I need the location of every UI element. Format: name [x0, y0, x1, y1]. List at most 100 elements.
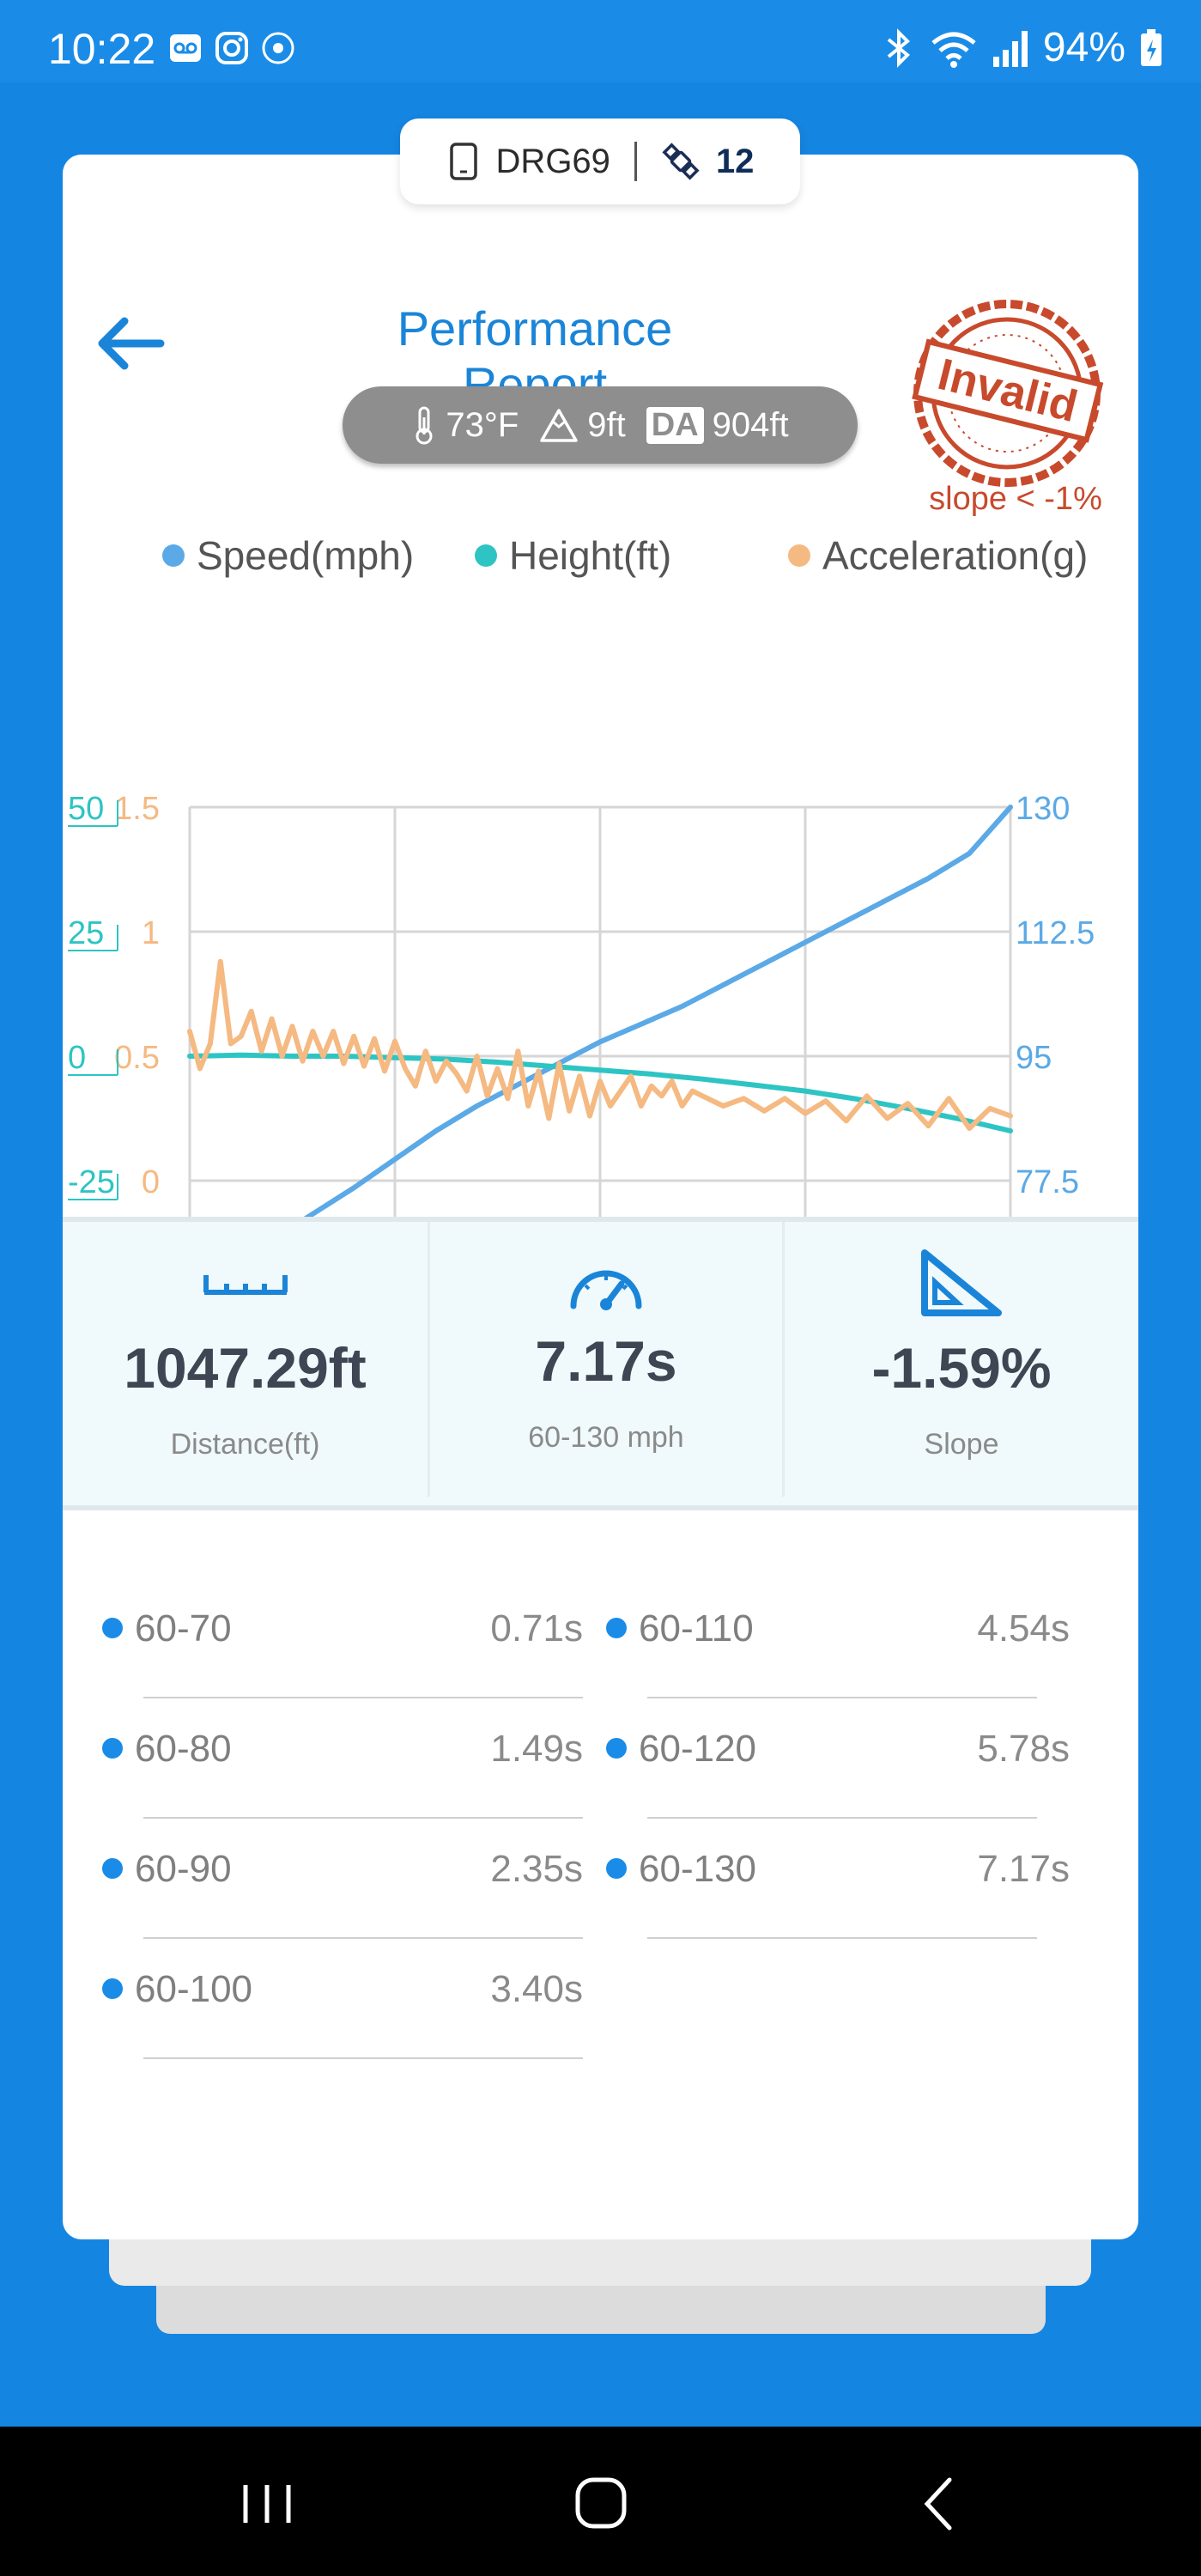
legend-label-speed: Speed(mph): [197, 533, 415, 578]
speed-axis-tick: 77.5: [1016, 1164, 1079, 1200]
split-time: 1.49s: [490, 1728, 583, 1770]
acceleration-axis-tick: 1: [142, 915, 160, 951]
split-time: 0.71s: [490, 1607, 583, 1649]
chart-legend: Speed(mph) Height(ft) Acceleration(g): [97, 532, 1127, 584]
split-time: 2.35s: [490, 1848, 583, 1890]
bluetooth-icon: [887, 27, 910, 68]
legend-speed[interactable]: Speed(mph): [162, 532, 414, 579]
instagram-icon: [215, 31, 249, 65]
split-dot: [102, 1858, 123, 1879]
legend-dot-acceleration: [788, 544, 810, 567]
height-axis-tick: 25: [68, 915, 104, 951]
legend-dot-height: [475, 544, 497, 567]
density-altitude-badge: DA: [646, 406, 704, 444]
slope-label: Slope: [924, 1428, 999, 1461]
signal-icon: [992, 30, 1028, 67]
status-bar: 10:22 94%: [0, 0, 1201, 82]
ruler-icon: [203, 1275, 288, 1295]
temperature-value: 73°F: [446, 405, 519, 444]
split-divider: [647, 1817, 1037, 1819]
split-row: 60-120 5.78s: [606, 1700, 1070, 1820]
device-pill[interactable]: DRG69 12: [400, 118, 800, 204]
stat-divider: [428, 1222, 430, 1497]
split-divider: [143, 1697, 583, 1698]
slope-value: -1.59%: [871, 1336, 1052, 1400]
back-icon[interactable]: [901, 2470, 979, 2538]
split-row: 60-130 7.17s: [606, 1820, 1070, 1941]
acceleration-axis-tick: 0: [142, 1164, 160, 1200]
device-name: DRG69: [495, 142, 610, 180]
wifi-icon: [931, 32, 976, 68]
stats-panel: 1047.29ft Distance(ft) 7.17s 60-130 mph …: [63, 1217, 1138, 1510]
split-dot: [102, 1738, 123, 1759]
speed-axis-tick: 95: [1016, 1040, 1052, 1076]
split-divider: [647, 1937, 1037, 1939]
invalid-stamp: Invalid: [912, 300, 1104, 487]
split-time: 3.40s: [490, 1968, 583, 2010]
mountain-icon: [540, 409, 579, 442]
split-time: 5.78s: [977, 1728, 1070, 1770]
split-row: 60-80 1.49s: [102, 1700, 583, 1820]
height-axis-tick: 0: [68, 1040, 86, 1076]
speedometer-icon: [570, 1270, 642, 1310]
split-dot: [102, 1978, 123, 1999]
status-left-icons: [168, 31, 295, 65]
app-badge-icon: [261, 31, 295, 65]
split-divider: [143, 2057, 583, 2059]
voicemail-icon: [168, 31, 203, 65]
split-time: 7.17s: [977, 1848, 1070, 1890]
legend-height[interactable]: Height(ft): [475, 532, 671, 579]
legend-acceleration[interactable]: Acceleration(g): [788, 532, 1088, 579]
split-row: 60-70 0.71s: [102, 1580, 583, 1700]
slope-icon: [921, 1249, 1002, 1316]
split-divider: [143, 1937, 583, 1939]
home-icon[interactable]: [562, 2470, 640, 2538]
report-card: Performance Report 73°F 9ft DA 904ft Inv…: [63, 155, 1138, 2239]
altitude-item: 9ft: [539, 405, 626, 445]
acceleration-axis-tick: 1.5: [114, 791, 160, 827]
stat-divider: [782, 1222, 785, 1497]
stat-distance: 1047.29ft Distance(ft): [63, 1222, 428, 1505]
altitude-value: 9ft: [587, 405, 626, 444]
stat-time: 7.17s 60-130 mph: [430, 1222, 782, 1505]
legend-label-height: Height(ft): [509, 533, 672, 578]
battery-icon: [1141, 28, 1162, 66]
stamp-note: slope < -1%: [929, 481, 1102, 517]
density-altitude-value: 904ft: [712, 405, 789, 444]
split-range: 60-70: [135, 1607, 232, 1649]
split-range: 60-90: [135, 1848, 232, 1890]
split-divider: [143, 1817, 583, 1819]
distance-value: 1047.29ft: [124, 1336, 367, 1400]
pill-divider: [634, 142, 637, 181]
phone-icon: [449, 143, 477, 180]
legend-label-acceleration: Acceleration(g): [822, 533, 1089, 578]
recent-apps-icon[interactable]: [228, 2470, 306, 2538]
battery-percent: 94%: [1042, 25, 1125, 70]
stat-slope: -1.59% Slope: [785, 1222, 1138, 1505]
height-axis-tick: -25: [68, 1164, 115, 1200]
system-nav-bar: [0, 2427, 1201, 2576]
speed-axis-tick: 130: [1016, 791, 1070, 827]
density-altitude-item: DA 904ft: [646, 406, 789, 445]
split-range: 60-100: [135, 1968, 253, 2010]
acceleration-axis-tick: 0.5: [114, 1040, 160, 1076]
temperature-item: 73°F: [411, 405, 519, 445]
back-arrow-icon[interactable]: [87, 301, 173, 386]
split-range: 60-130: [639, 1848, 757, 1890]
speed-axis-tick: 112.5: [1016, 915, 1095, 951]
split-range: 60-120: [639, 1728, 757, 1770]
satellite-icon: [662, 143, 700, 180]
split-dot: [606, 1738, 627, 1759]
split-range: 60-80: [135, 1728, 232, 1770]
height-axis-tick: 50: [68, 791, 104, 827]
time-label: 60-130 mph: [528, 1421, 684, 1454]
thermometer-icon: [415, 406, 433, 445]
status-right: 94%: [882, 24, 1163, 71]
legend-dot-speed: [162, 544, 185, 567]
time-value: 7.17s: [535, 1329, 677, 1393]
split-range: 60-110: [639, 1607, 754, 1649]
split-row: 60-110 4.54s: [606, 1580, 1070, 1700]
split-dot: [102, 1618, 123, 1638]
split-row: 60-90 2.35s: [102, 1820, 583, 1941]
